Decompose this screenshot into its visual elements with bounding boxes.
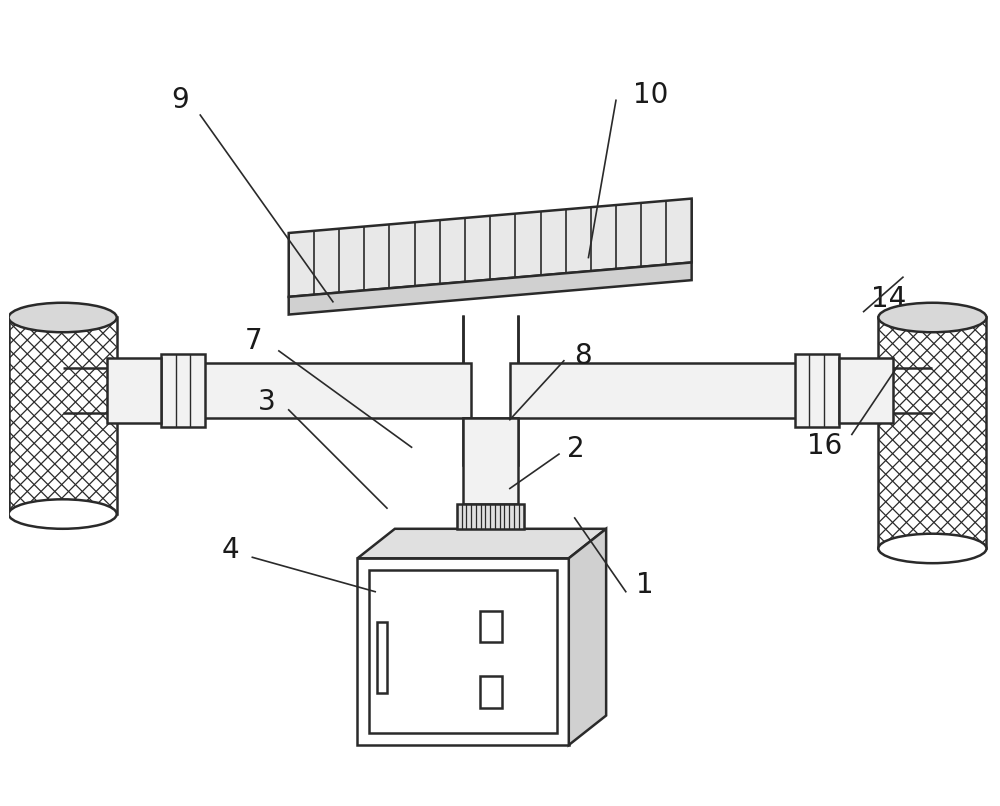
Text: 7: 7 bbox=[245, 327, 262, 355]
Bar bbox=[839, 358, 893, 422]
Ellipse shape bbox=[9, 303, 117, 332]
Polygon shape bbox=[569, 529, 606, 745]
Bar bbox=[457, 505, 524, 529]
Bar bbox=[480, 676, 502, 708]
Bar bbox=[463, 418, 518, 465]
Text: 1: 1 bbox=[636, 571, 653, 599]
Bar bbox=[9, 318, 117, 514]
Bar bbox=[510, 363, 805, 418]
Bar bbox=[480, 611, 502, 642]
Bar bbox=[357, 559, 569, 745]
Polygon shape bbox=[357, 529, 606, 559]
Text: 14: 14 bbox=[871, 285, 907, 313]
Polygon shape bbox=[289, 263, 692, 314]
Bar bbox=[107, 358, 161, 422]
Text: 4: 4 bbox=[222, 537, 240, 564]
Ellipse shape bbox=[9, 499, 117, 529]
Polygon shape bbox=[289, 198, 692, 297]
Bar bbox=[171, 363, 471, 418]
Text: 3: 3 bbox=[258, 388, 276, 416]
Ellipse shape bbox=[878, 303, 986, 332]
Text: 16: 16 bbox=[807, 432, 842, 460]
Bar bbox=[161, 354, 205, 426]
Text: 8: 8 bbox=[574, 342, 591, 370]
Text: 10: 10 bbox=[633, 81, 668, 110]
Bar bbox=[463, 418, 518, 505]
Bar bbox=[369, 570, 557, 733]
Bar bbox=[377, 621, 387, 692]
Text: 2: 2 bbox=[567, 435, 584, 463]
Ellipse shape bbox=[878, 534, 986, 563]
Text: 9: 9 bbox=[172, 86, 189, 114]
Bar bbox=[795, 354, 839, 426]
Bar bbox=[878, 318, 986, 548]
